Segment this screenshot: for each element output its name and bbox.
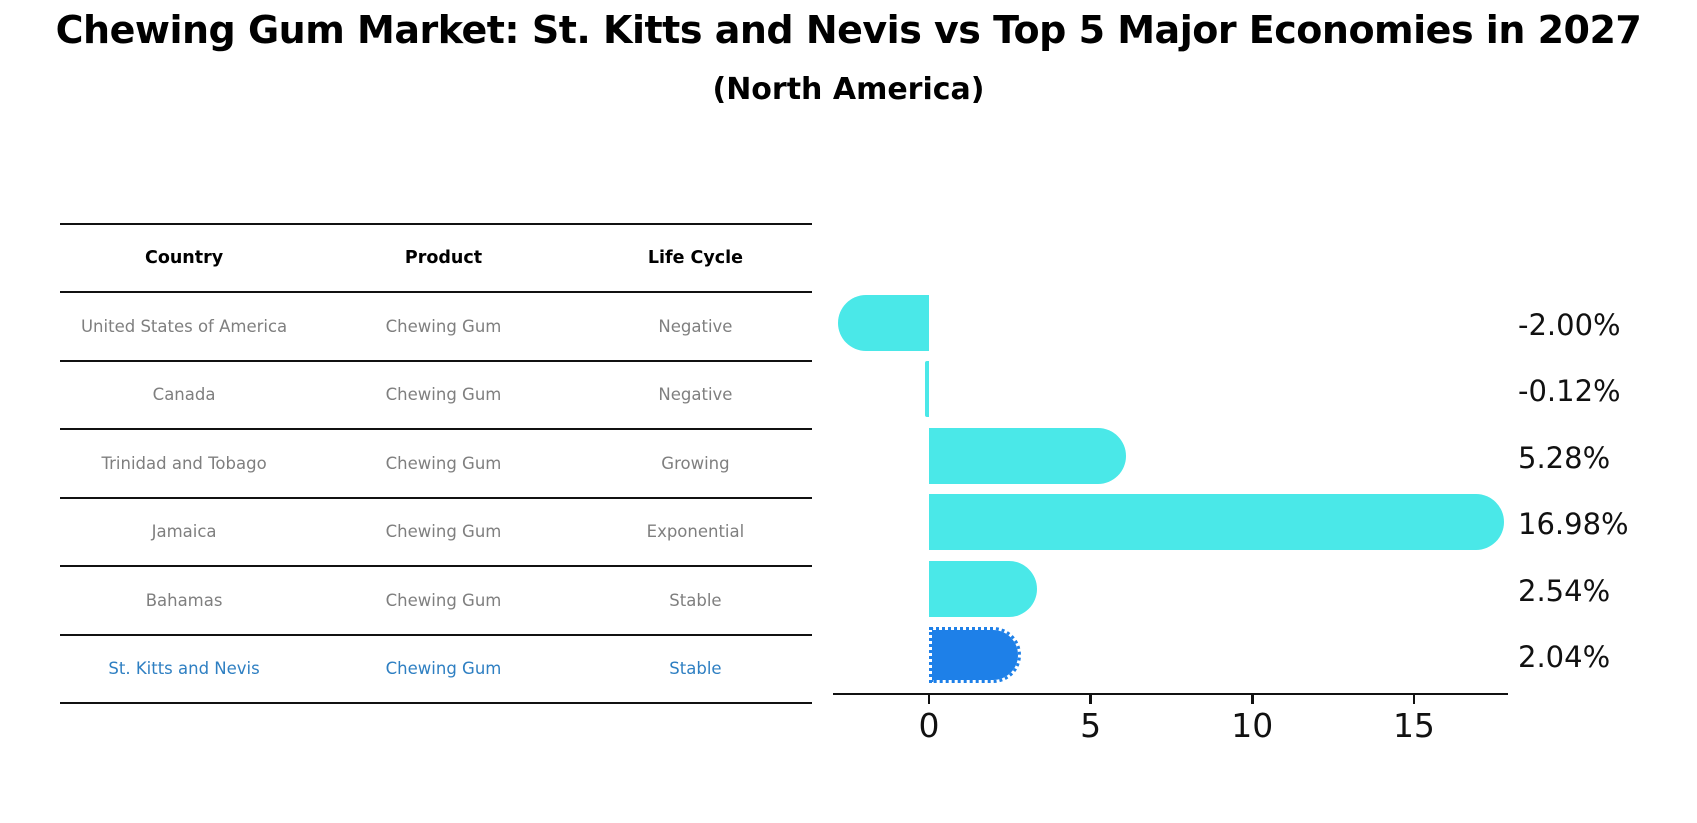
x-axis-line (833, 692, 1508, 695)
value-label-united-states: -2.00% (1518, 307, 1621, 342)
bar-trinidad-and-tobago (929, 427, 1126, 484)
x-axis-tick (927, 694, 931, 704)
cell-life-cycle: Stable (669, 659, 722, 679)
cell-country: Bahamas (145, 590, 223, 610)
page-subtitle: (North America) (712, 72, 985, 107)
bar-united-states-of-america (838, 294, 929, 351)
table-row-canada: Canada Chewing Gum Negative (60, 361, 812, 429)
column-header-product: Product (404, 248, 483, 268)
cell-product: Chewing Gum (385, 385, 502, 405)
value-label-trinidad: 5.28% (1518, 440, 1611, 475)
cell-life-cycle: Exponential (646, 522, 745, 542)
cell-country: Jamaica (151, 522, 217, 542)
column-header-country: Country (144, 248, 224, 268)
x-axis-tick (1412, 694, 1416, 704)
cell-product: Chewing Gum (385, 522, 502, 542)
column-header-life-cycle: Life Cycle (647, 248, 744, 268)
table-row-st-kitts-and-nevis: St. Kitts and Nevis Chewing Gum Stable (60, 635, 812, 703)
value-label-st-kitts: 2.04% (1518, 640, 1611, 675)
x-tick-label-15: 15 (1392, 706, 1435, 745)
cell-product: Chewing Gum (385, 316, 502, 336)
cell-country: United States of America (80, 316, 288, 336)
table-row-jamaica: Jamaica Chewing Gum Exponential (60, 498, 812, 566)
x-tick-label-10: 10 (1231, 706, 1274, 745)
x-tick-label-0: 0 (918, 706, 940, 745)
table-row-bahamas: Bahamas Chewing Gum Stable (60, 566, 812, 635)
cell-life-cycle: Stable (669, 590, 722, 610)
cell-life-cycle: Negative (658, 385, 733, 405)
cell-product: Chewing Gum (385, 453, 502, 473)
x-axis-tick (1251, 694, 1254, 704)
cell-country: St. Kitts and Nevis (108, 659, 260, 679)
cell-life-cycle: Growing (661, 453, 730, 473)
country-table: Country Product Life Cycle United States… (60, 223, 812, 704)
cell-product: Chewing Gum (385, 590, 502, 610)
cell-life-cycle: Negative (658, 316, 733, 336)
page-title: Chewing Gum Market: St. Kitts and Nevis … (55, 8, 1642, 52)
cell-product: Chewing Gum (385, 659, 502, 679)
table-row-trinidad-and-tobago: Trinidad and Tobago Chewing Gum Growing (60, 429, 812, 498)
cell-country: Canada (152, 385, 216, 405)
value-label-canada: -0.12% (1518, 374, 1621, 409)
bar-st-kitts-and-nevis-highlighted (929, 627, 1021, 684)
bar-jamaica (929, 494, 1504, 551)
table-row-united-states: United States of America Chewing Gum Neg… (60, 292, 812, 361)
x-axis-tick (1089, 694, 1092, 704)
value-label-bahamas: 2.54% (1518, 573, 1611, 608)
cell-country: Trinidad and Tobago (101, 453, 267, 473)
table-header-row: Country Product Life Cycle (60, 224, 812, 292)
bar-canada (925, 361, 929, 418)
bar-bahamas (929, 560, 1038, 617)
x-tick-label-5: 5 (1080, 706, 1102, 745)
value-label-jamaica: 16.98% (1518, 507, 1629, 542)
